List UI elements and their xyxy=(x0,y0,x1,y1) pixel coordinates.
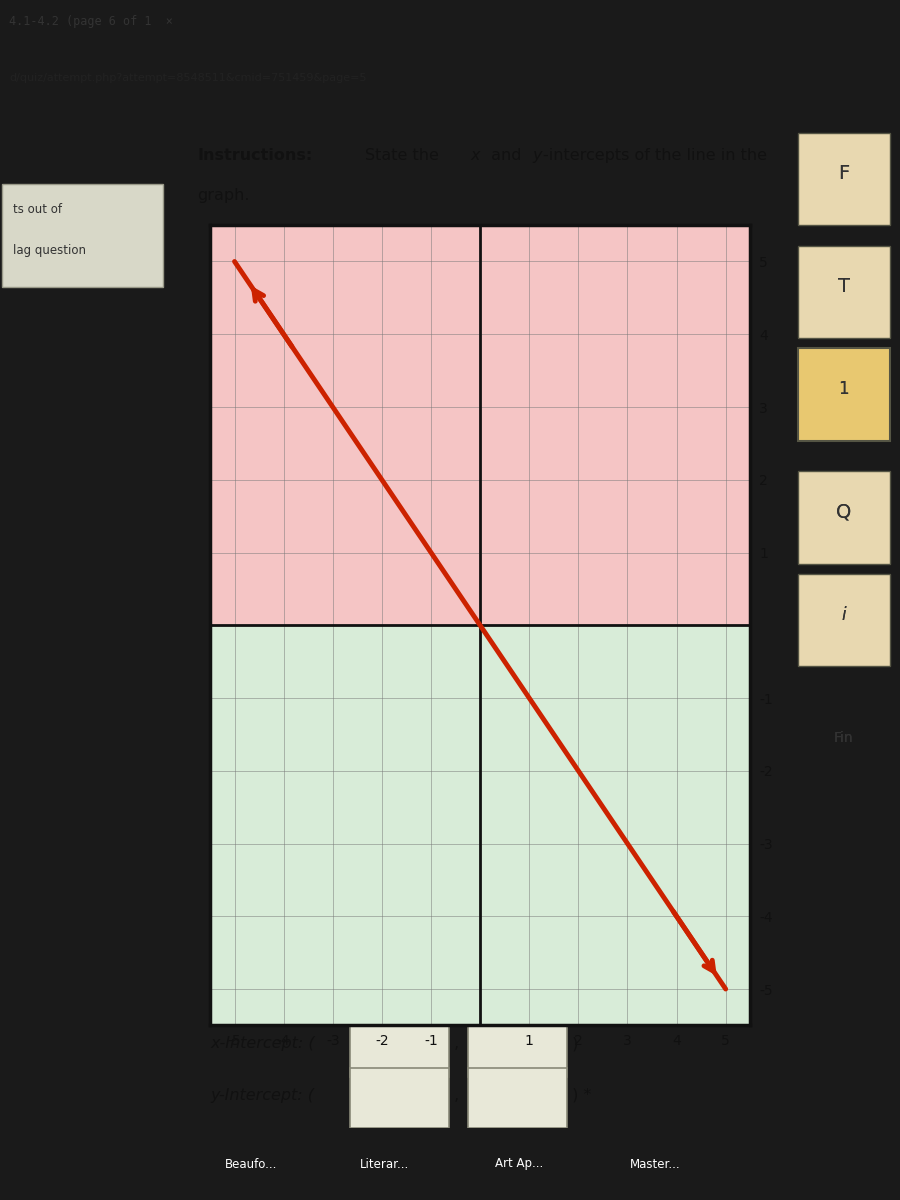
FancyBboxPatch shape xyxy=(797,348,890,440)
Text: ,: , xyxy=(449,1037,459,1051)
Text: i: i xyxy=(842,606,846,624)
Text: y: y xyxy=(533,148,543,163)
FancyBboxPatch shape xyxy=(797,246,890,338)
FancyBboxPatch shape xyxy=(468,1068,567,1128)
Text: and: and xyxy=(486,148,526,163)
Text: State the: State the xyxy=(365,148,445,163)
Bar xyxy=(210,625,751,1025)
Text: i: i xyxy=(842,606,846,624)
Text: Q: Q xyxy=(836,503,851,522)
Text: ,: , xyxy=(449,1087,459,1103)
FancyBboxPatch shape xyxy=(2,184,163,287)
FancyBboxPatch shape xyxy=(468,1018,567,1076)
Text: F: F xyxy=(838,164,850,184)
Text: ) *: ) * xyxy=(567,1087,591,1103)
Text: T: T xyxy=(838,277,850,296)
Text: ts out of: ts out of xyxy=(14,203,62,216)
Text: x: x xyxy=(471,148,481,163)
Text: Fin: Fin xyxy=(834,731,853,745)
Text: 4.1-4.2 (page 6 of 1  ×: 4.1-4.2 (page 6 of 1 × xyxy=(9,16,173,28)
Text: -intercepts of the line in the: -intercepts of the line in the xyxy=(543,148,767,163)
Text: x-Intercept: (: x-Intercept: ( xyxy=(210,1037,315,1051)
Text: T: T xyxy=(838,277,850,296)
Text: Master...: Master... xyxy=(630,1158,680,1170)
Text: Instructions:: Instructions: xyxy=(198,148,313,163)
FancyBboxPatch shape xyxy=(797,472,890,564)
Text: graph.: graph. xyxy=(198,188,250,203)
Text: Literar...: Literar... xyxy=(360,1158,410,1170)
Text: lag question: lag question xyxy=(14,245,86,257)
Text: 1: 1 xyxy=(839,380,849,398)
Text: Fin: Fin xyxy=(834,731,853,745)
FancyBboxPatch shape xyxy=(797,133,890,226)
FancyBboxPatch shape xyxy=(350,1068,449,1128)
Text: ): ) xyxy=(567,1037,579,1051)
Text: Q: Q xyxy=(836,503,851,522)
Text: y-Intercept: (: y-Intercept: ( xyxy=(210,1087,314,1103)
FancyBboxPatch shape xyxy=(350,1018,449,1076)
Text: 1: 1 xyxy=(839,380,849,398)
Text: F: F xyxy=(838,164,850,184)
Text: d/quiz/attempt.php?attempt=8548511&cmid=751459&page=5: d/quiz/attempt.php?attempt=8548511&cmid=… xyxy=(9,73,366,83)
FancyBboxPatch shape xyxy=(797,574,890,666)
Text: Beaufo...: Beaufo... xyxy=(225,1158,277,1170)
Text: Art Ap...: Art Ap... xyxy=(495,1158,544,1170)
